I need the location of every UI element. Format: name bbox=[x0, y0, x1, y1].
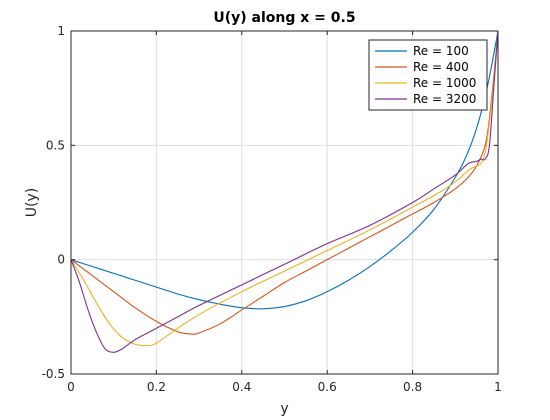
legend-entry-label: Re = 1000 bbox=[413, 76, 476, 90]
y-axis-label: U(y) bbox=[24, 188, 40, 217]
series-line-4 bbox=[70, 30, 499, 353]
legend-entry-label: Re = 3200 bbox=[413, 92, 476, 106]
x-tick-label: 0.6 bbox=[318, 380, 337, 394]
series-line-2 bbox=[70, 30, 499, 335]
x-tick-label: 0 bbox=[67, 380, 75, 394]
series-line-1 bbox=[70, 30, 499, 310]
ticks: 0 0.2 0.4 0.6 0.8 1-0.500.51 bbox=[42, 24, 502, 394]
chart-title: U(y) along x = 0.5 bbox=[213, 10, 355, 26]
y-tick-label: 0 bbox=[57, 253, 65, 267]
y-tick-label: 1 bbox=[57, 24, 65, 38]
legend: Re = 100 Re = 400 Re = 1000 Re = 3200 bbox=[368, 39, 488, 111]
legend-entry-label: Re = 100 bbox=[413, 44, 469, 58]
series-layer bbox=[70, 30, 499, 353]
x-tick-label: 0.8 bbox=[403, 380, 422, 394]
x-tick-label: 0.4 bbox=[232, 380, 251, 394]
x-tick-label: 1 bbox=[494, 380, 502, 394]
plot-frame bbox=[70, 30, 499, 375]
x-tick-label: 0.2 bbox=[147, 380, 166, 394]
y-tick-label: -0.5 bbox=[42, 367, 65, 381]
legend-box bbox=[368, 39, 488, 111]
series-line-3 bbox=[70, 30, 499, 347]
y-tick-label: 0.5 bbox=[46, 138, 65, 152]
legend-entry-label: Re = 400 bbox=[413, 60, 469, 74]
x-axis-label: y bbox=[280, 401, 288, 417]
